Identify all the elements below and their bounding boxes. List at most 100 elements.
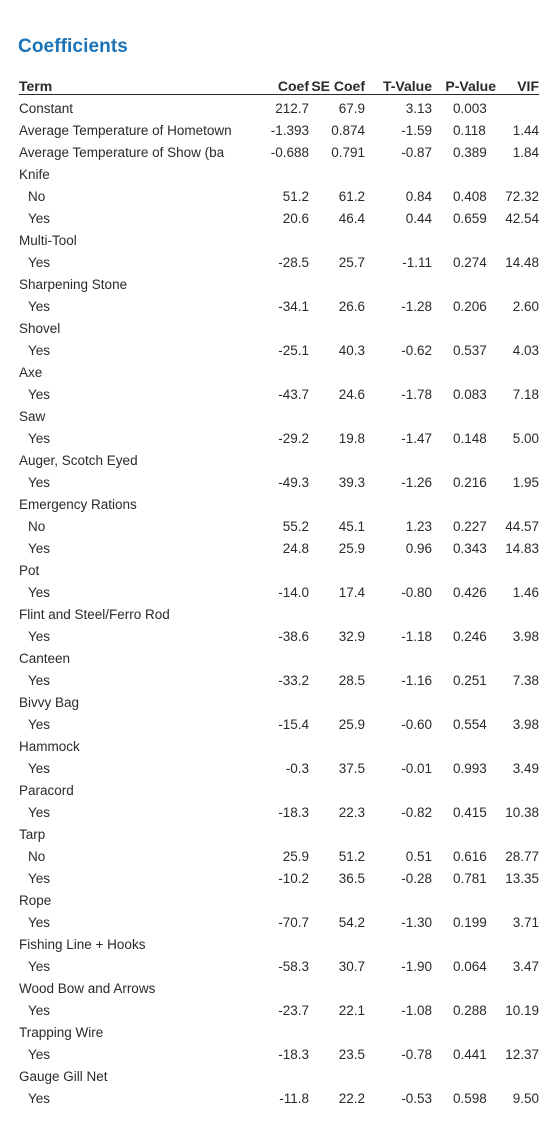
cell-vif xyxy=(496,95,539,120)
table-row: Yes -11.8 22.2 -0.53 0.598 9.50 xyxy=(19,1087,539,1109)
cell-p-value xyxy=(432,229,496,251)
cell-term: Sharpening Stone xyxy=(19,276,128,292)
cell-p-value: 0.598 xyxy=(453,1090,487,1106)
cell-coef xyxy=(265,779,309,801)
table-row: Bivvy Bag xyxy=(19,691,539,713)
cell-term: Yes xyxy=(28,430,51,446)
cell-se-coef xyxy=(309,163,365,185)
cell-vif: 1.95 xyxy=(512,474,539,490)
cell-vif xyxy=(496,317,539,339)
cell-p-value xyxy=(432,933,496,955)
cell-se-coef: 25.9 xyxy=(338,540,365,556)
cell-t-value: -0.80 xyxy=(401,584,432,600)
cell-t-value xyxy=(365,229,432,251)
cell-coef xyxy=(265,493,309,515)
cell-se-coef: 22.3 xyxy=(338,804,365,820)
cell-vif xyxy=(496,779,539,801)
table-row: Yes -10.2 36.5 -0.28 0.781 13.35 xyxy=(19,867,539,889)
column-header-coef: Coef xyxy=(265,74,309,95)
cell-vif xyxy=(496,361,539,383)
cell-term: Gauge Gill Net xyxy=(19,1068,108,1084)
cell-t-value: -1.11 xyxy=(402,254,432,270)
table-row: Gauge Gill Net xyxy=(19,1065,539,1087)
cell-coef: -33.2 xyxy=(278,672,309,688)
cell-p-value: 0.659 xyxy=(453,210,487,226)
cell-p-value: 0.426 xyxy=(453,584,487,600)
cell-se-coef xyxy=(309,779,365,801)
cell-se-coef xyxy=(309,493,365,515)
cell-coef: 25.9 xyxy=(282,848,309,864)
cell-term: Tarp xyxy=(19,826,46,842)
cell-p-value: 0.389 xyxy=(453,144,487,160)
table-row: Wood Bow and Arrows xyxy=(19,977,539,999)
cell-coef: 55.2 xyxy=(282,518,309,534)
cell-coef xyxy=(265,647,309,669)
cell-term: Yes xyxy=(28,1002,51,1018)
cell-vif xyxy=(496,1065,539,1087)
table-row: Trapping Wire xyxy=(19,1021,539,1043)
cell-coef xyxy=(265,1065,309,1087)
cell-p-value: 0.415 xyxy=(453,804,487,820)
table-row: Emergency Rations xyxy=(19,493,539,515)
cell-p-value: 0.246 xyxy=(453,628,487,644)
table-row: Rope xyxy=(19,889,539,911)
cell-coef xyxy=(265,405,309,427)
cell-t-value xyxy=(365,889,432,911)
column-header-se-coef: SE Coef xyxy=(309,74,365,95)
cell-vif xyxy=(496,163,539,185)
cell-t-value: -0.78 xyxy=(401,1046,432,1062)
cell-coef: 20.6 xyxy=(282,210,309,226)
cell-coef xyxy=(265,691,309,713)
cell-t-value xyxy=(365,405,432,427)
table-row: No 55.2 45.1 1.23 0.227 44.57 xyxy=(19,515,539,537)
cell-vif xyxy=(496,1021,539,1043)
cell-term: Constant xyxy=(19,100,74,116)
cell-t-value: -1.16 xyxy=(401,672,432,688)
table-row: Yes -43.7 24.6 -1.78 0.083 7.18 xyxy=(19,383,539,405)
cell-term: Yes xyxy=(28,760,51,776)
cell-p-value xyxy=(432,977,496,999)
cell-coef: -15.4 xyxy=(278,716,309,732)
cell-p-value xyxy=(432,1021,496,1043)
table-row: Yes 20.6 46.4 0.44 0.659 42.54 xyxy=(19,207,539,229)
cell-se-coef: 0.874 xyxy=(331,122,365,138)
cell-se-coef: 25.9 xyxy=(338,716,365,732)
table-row: Yes -33.2 28.5 -1.16 0.251 7.38 xyxy=(19,669,539,691)
cell-p-value xyxy=(432,889,496,911)
table-header-row: Term Coef SE Coef T-Value P-Value VIF xyxy=(19,74,539,95)
cell-term: Canteen xyxy=(19,650,71,666)
cell-t-value: -1.28 xyxy=(401,298,432,314)
cell-t-value xyxy=(365,933,432,955)
table-row: Multi-Tool xyxy=(19,229,539,251)
cell-term: Hammock xyxy=(19,738,80,754)
cell-se-coef: 0.791 xyxy=(331,144,365,160)
cell-se-coef xyxy=(309,273,365,295)
table-row: Canteen xyxy=(19,647,539,669)
cell-coef xyxy=(265,933,309,955)
cell-p-value xyxy=(432,273,496,295)
cell-p-value: 0.216 xyxy=(453,474,487,490)
cell-coef xyxy=(265,449,309,471)
cell-term: Yes xyxy=(28,342,51,358)
cell-term: Yes xyxy=(28,298,51,314)
cell-vif: 7.38 xyxy=(512,672,539,688)
table-row: Yes 24.8 25.9 0.96 0.343 14.83 xyxy=(19,537,539,559)
cell-p-value xyxy=(432,691,496,713)
cell-p-value xyxy=(432,559,496,581)
cell-se-coef: 22.1 xyxy=(338,1002,365,1018)
cell-vif: 10.38 xyxy=(505,804,539,820)
cell-coef: 212.7 xyxy=(275,100,309,116)
cell-term: Yes xyxy=(28,958,51,974)
cell-se-coef xyxy=(309,603,365,625)
table-row: Yes -25.1 40.3 -0.62 0.537 4.03 xyxy=(19,339,539,361)
cell-coef: -10.2 xyxy=(278,870,309,886)
cell-p-value xyxy=(432,603,496,625)
page-title: Coefficients xyxy=(18,36,128,57)
cell-t-value xyxy=(365,163,432,185)
cell-t-value: 0.44 xyxy=(405,210,432,226)
cell-term: Axe xyxy=(19,364,43,380)
cell-t-value: -0.60 xyxy=(401,716,432,732)
cell-se-coef: 46.4 xyxy=(338,210,365,226)
cell-term: Yes xyxy=(28,1090,51,1106)
cell-t-value xyxy=(365,361,432,383)
